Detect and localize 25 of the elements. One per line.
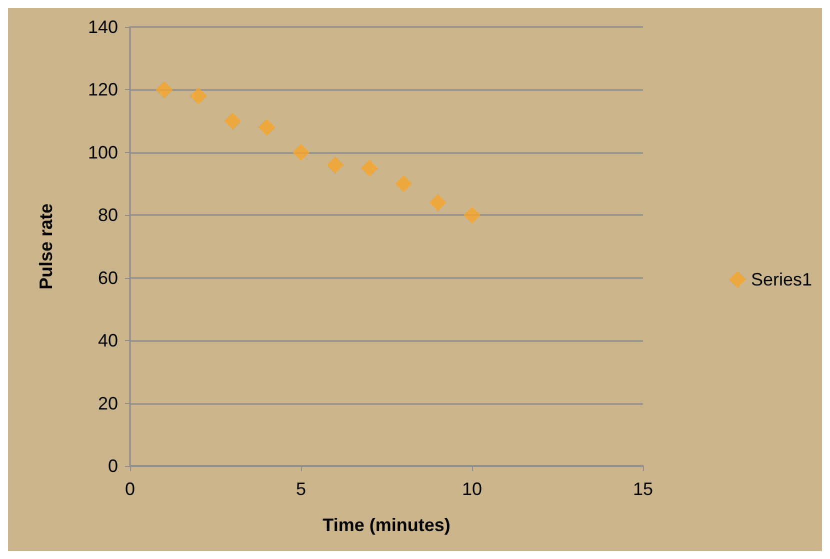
point (395, 175, 412, 192)
x-tick-label: 10 (462, 479, 482, 499)
y-tick-label: 140 (88, 17, 118, 37)
point (464, 206, 480, 224)
y-axis-title: Pulse rate (36, 203, 56, 290)
point (258, 118, 276, 136)
y-tick-label: 60 (98, 268, 118, 288)
point (224, 112, 242, 130)
point (292, 144, 310, 161)
point (326, 156, 344, 174)
point (360, 160, 378, 177)
x-tick-label: 0 (124, 479, 136, 499)
y-tick-label: 40 (98, 330, 118, 351)
point (429, 194, 446, 212)
x-tick-label: 5 (296, 479, 306, 499)
y-tick-label: 100 (88, 142, 118, 162)
point (156, 81, 173, 98)
x-tick-label: 15 (632, 479, 654, 499)
point (190, 87, 207, 104)
y-tick-label: 20 (98, 393, 118, 414)
x-axis-title: Time (minutes) (322, 515, 450, 535)
legend-label: Series1 (750, 270, 812, 290)
y-tick-label: 120 (88, 80, 118, 100)
y-tick-label: 80 (98, 205, 118, 226)
y-tick-label: 0 (108, 456, 118, 476)
